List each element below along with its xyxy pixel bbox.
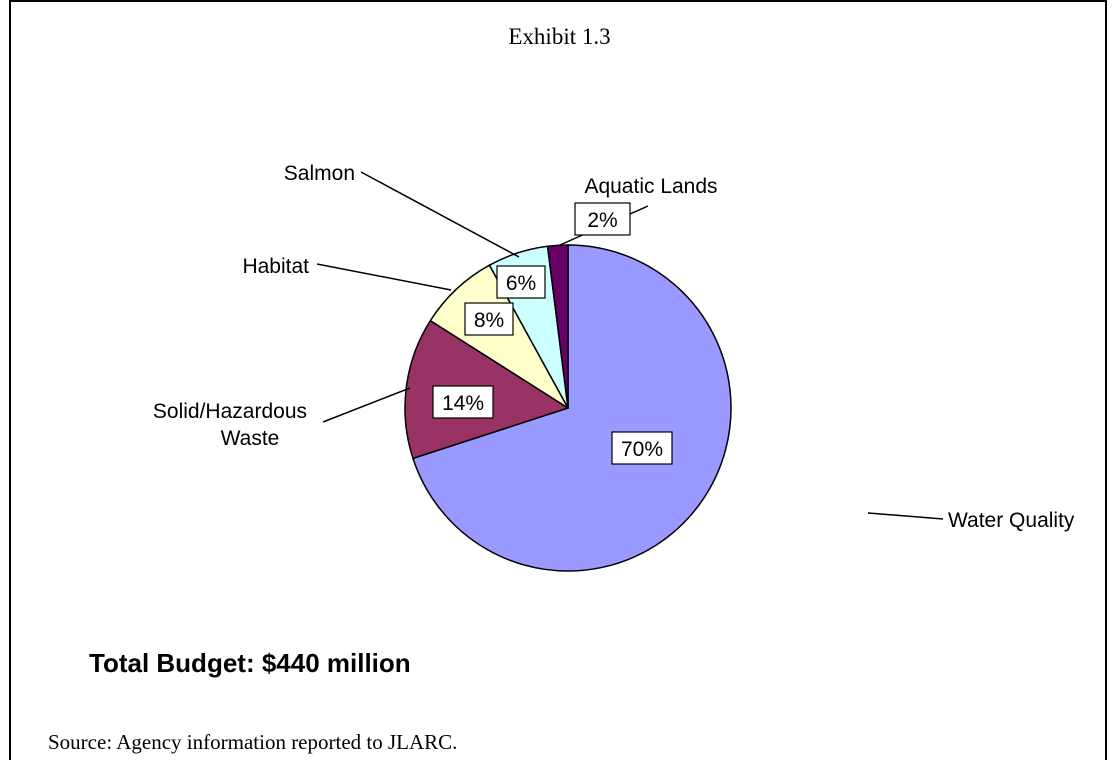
total-budget-label: Total Budget: $440 million (89, 648, 411, 678)
percent-box-aquatic-lands (574, 202, 631, 236)
leader-line-water-quality (867, 512, 944, 520)
percent-label-salmon: 6% (506, 272, 536, 295)
pie-slice-water-quality (412, 244, 732, 572)
slice-label-water-quality: Water Quality (948, 509, 1075, 532)
percent-box-salmon (496, 265, 546, 299)
pie-slice-aquatic-lands (546, 244, 569, 409)
slice-label-habitat: Habitat (242, 255, 309, 278)
percent-box-water-quality (611, 431, 673, 465)
percent-label-water-quality: 70% (621, 438, 663, 461)
source-note: Source: Agency information reported to J… (48, 730, 458, 754)
chart-title: Exhibit 1.3 (508, 24, 611, 49)
leader-line-habitat (316, 263, 452, 291)
slice-label-salmon: Salmon (284, 162, 355, 185)
leader-line-solid-hazardous-waste (322, 387, 411, 423)
percent-box-habitat (464, 302, 514, 336)
percent-label-solid-hazardous-waste: 14% (442, 392, 484, 415)
slice-label-solid-hazardous-waste: Solid/Hazardous Waste (153, 400, 307, 450)
leader-line-salmon (360, 171, 520, 258)
percent-label-habitat: 8% (474, 309, 504, 332)
exhibit-frame (9, 0, 1107, 760)
slice-label-aquatic-lands: Aquatic Lands (584, 175, 717, 198)
percent-box-solid-hazardous-waste (432, 385, 494, 419)
percent-label-aquatic-lands: 2% (587, 209, 617, 232)
